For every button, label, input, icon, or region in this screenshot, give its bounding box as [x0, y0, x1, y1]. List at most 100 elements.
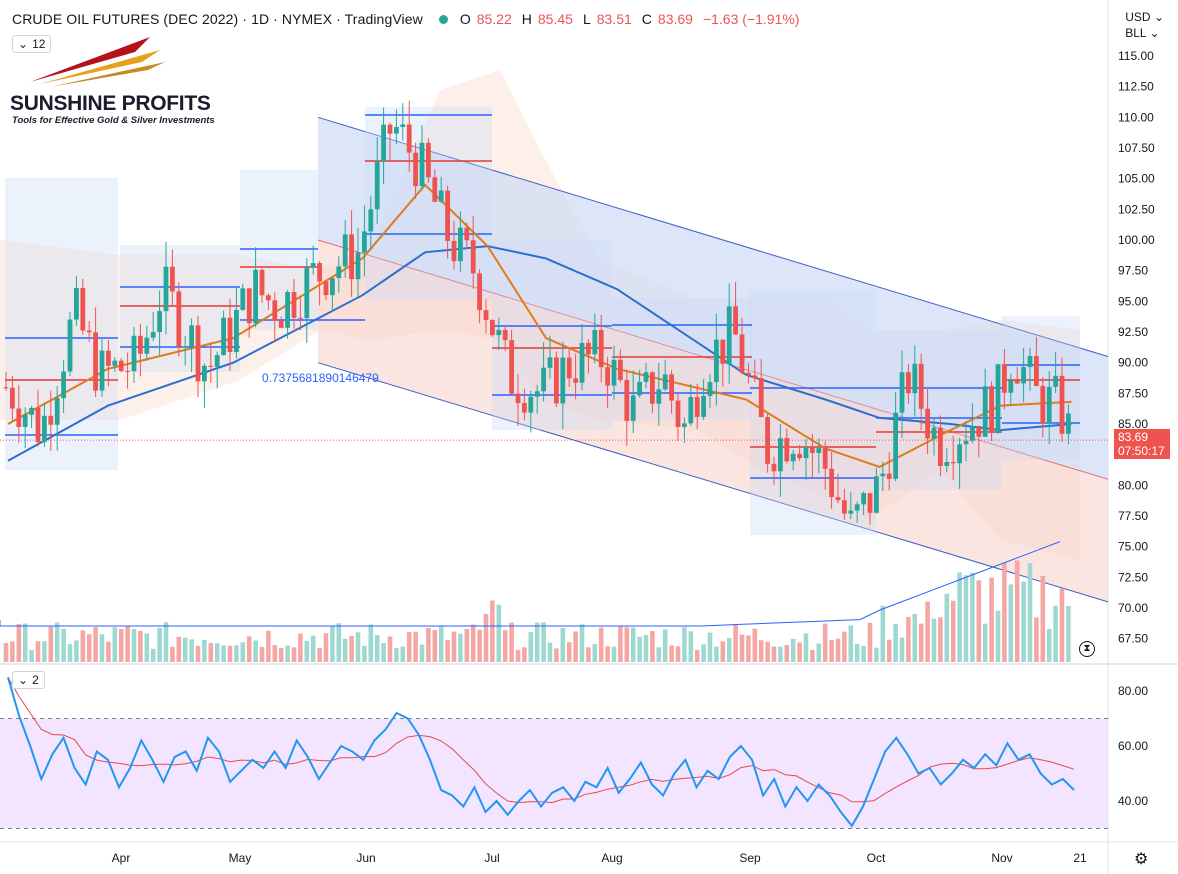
candle-body [1021, 367, 1026, 384]
volume-bar [886, 639, 892, 662]
volume-bar [790, 638, 796, 662]
candle-body [138, 335, 143, 354]
chart-header: CRUDE OIL FUTURES (DEC 2022) · 1D · NYME… [12, 11, 803, 27]
volume-bar [502, 630, 508, 662]
volume-bar [182, 637, 188, 662]
volume-bar [138, 630, 143, 662]
volume-bar [170, 646, 175, 662]
channel-upper-line [317, 116, 1109, 358]
volume-average-line [0, 541, 1061, 627]
volume-bar [509, 622, 514, 662]
candle-body [502, 329, 508, 341]
pane1-collapse-button[interactable]: ⌄ 12 [12, 35, 52, 53]
volume-bar [470, 624, 476, 662]
candle-body [522, 403, 527, 413]
volume-bar [438, 625, 444, 662]
candle-body [650, 372, 655, 404]
volume-bar [771, 646, 777, 662]
price-axis-tick: 115.00 [1118, 49, 1154, 63]
candle-body [874, 476, 879, 513]
candle-body [1040, 385, 1046, 424]
volume-bar [950, 600, 956, 662]
volume-bar [240, 642, 246, 662]
candle-body [797, 453, 802, 459]
candle-body [714, 339, 719, 383]
volume-bar [669, 645, 674, 662]
volume-bar [451, 631, 457, 662]
chart-title: CRUDE OIL FUTURES (DEC 2022) · 1D · NYME… [12, 11, 423, 27]
volume-bar [413, 631, 418, 662]
candle-body [707, 382, 713, 396]
time-axis-tick: Nov [991, 851, 1012, 865]
volume-bar [880, 605, 886, 662]
candle-body [637, 381, 642, 396]
candle-body [54, 398, 60, 425]
rsi-axis-tick: 40.00 [1118, 794, 1148, 808]
rsi-line [7, 677, 1075, 828]
candle-body [323, 281, 329, 296]
pane2-collapse-button[interactable]: ⌄ 2 [12, 671, 45, 689]
volume-bar [394, 648, 399, 662]
candle-body [758, 378, 764, 418]
volume-bar [848, 625, 854, 662]
gear-icon[interactable]: ⚙ [1134, 851, 1149, 868]
candle-body [259, 269, 265, 296]
candle-body [867, 493, 873, 513]
volume-bar [982, 623, 988, 662]
candle-body [752, 375, 758, 379]
volume-bar [298, 633, 303, 662]
candle-body [1002, 364, 1007, 393]
volume-bar [970, 572, 975, 662]
close-value: 83.69 [657, 11, 693, 27]
candle-body [202, 365, 207, 382]
candle-body [330, 278, 335, 296]
volume-bar [54, 622, 60, 662]
chevron-down-icon: ⌄ [1153, 10, 1164, 24]
channel-mid-line [317, 239, 1109, 480]
candle-body [304, 267, 310, 319]
candle-body [573, 378, 578, 383]
volume-bar [656, 647, 662, 662]
bar-countdown: 07:50:17 [1118, 444, 1165, 458]
volume-bar [227, 645, 233, 662]
candle-body [624, 380, 630, 421]
candle-body [598, 329, 604, 368]
price-axis-tick: 90.00 [1118, 356, 1148, 370]
volume-bar [157, 627, 162, 662]
candle-body [214, 355, 220, 367]
candle-body [496, 329, 502, 336]
volume-bar [938, 617, 943, 662]
volume-bar [643, 635, 649, 662]
change-value: −1.63 (−1.91%) [702, 11, 800, 27]
volume-bar [1053, 605, 1058, 662]
volume-bar [330, 626, 335, 662]
volume-bar [925, 601, 930, 662]
candle-body [1008, 380, 1014, 393]
candle-body [611, 359, 617, 386]
volume-bar [726, 637, 732, 662]
volume-bar [835, 638, 841, 662]
hourglass-icon[interactable]: ⧗ [1079, 641, 1095, 657]
volume-bar [342, 638, 348, 662]
volume-bar [682, 627, 687, 662]
volume-bar [106, 641, 111, 662]
candle-body [464, 227, 470, 241]
volume-bar [611, 646, 617, 662]
volume-bar [1014, 560, 1020, 662]
volume-bar [99, 634, 105, 662]
candle-body [3, 387, 9, 389]
volume-bar [74, 640, 79, 662]
channel-lower-line [317, 362, 1109, 603]
candle-body [150, 332, 156, 338]
volume-bar [829, 640, 834, 662]
candle-body [234, 309, 239, 353]
high-label: H [521, 11, 532, 27]
volume-bar [221, 645, 226, 662]
candle-body [400, 124, 406, 128]
volume-bar [944, 593, 950, 662]
volume-bar [150, 648, 156, 662]
candle-body [746, 372, 751, 376]
candle-body [451, 240, 457, 262]
currency-selector[interactable]: USD ⌄ BLL ⌄ [1125, 9, 1164, 41]
